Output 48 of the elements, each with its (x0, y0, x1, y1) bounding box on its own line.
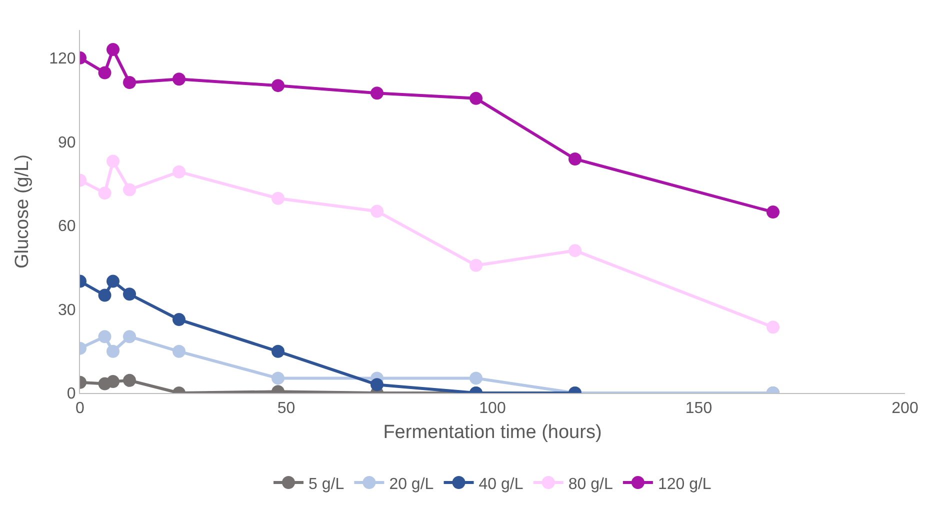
legend-label: 5 g/L (308, 476, 344, 493)
point (106, 375, 120, 388)
point (123, 183, 136, 196)
legend-label: 40 g/L (478, 476, 524, 493)
point (272, 79, 284, 92)
point (172, 313, 186, 326)
point (172, 165, 186, 178)
point (106, 43, 120, 56)
point (272, 344, 284, 358)
y-axis-title: Glucose (g/L) (12, 154, 33, 269)
x-tick-label: 50 (277, 400, 296, 418)
point (370, 86, 384, 100)
legend-label: 20 g/L (389, 476, 434, 493)
x-axis-title: Fermentation time (hours) (383, 422, 602, 443)
point (172, 72, 186, 86)
point (123, 374, 136, 387)
point (123, 76, 136, 89)
point (470, 372, 482, 385)
point (766, 206, 780, 219)
point (470, 92, 482, 105)
y-tick-label: 120 (49, 50, 76, 68)
y-tick-label: 90 (58, 134, 76, 152)
point (172, 344, 186, 358)
point (98, 186, 112, 200)
point (106, 154, 120, 168)
point (272, 192, 284, 205)
point (98, 330, 112, 344)
y-tick-label: 30 (58, 302, 76, 319)
legend-label: 120 g/L (658, 476, 712, 493)
x-tick-label: 100 (479, 400, 506, 418)
point (568, 244, 582, 258)
y-tick-label: 60 (58, 218, 76, 236)
point (123, 288, 136, 301)
point (98, 66, 112, 80)
point (106, 344, 120, 358)
point (106, 274, 120, 288)
point (98, 288, 112, 302)
x-tick-label: 150 (685, 400, 712, 418)
x-tick-label: 200 (892, 400, 918, 418)
point (272, 372, 284, 385)
point (370, 378, 384, 392)
legend-label: 80 g/L (568, 476, 613, 493)
point (766, 320, 780, 334)
point (470, 258, 482, 272)
point (123, 330, 136, 344)
point (370, 204, 384, 218)
y-tick-label: 0 (66, 386, 76, 403)
point (568, 152, 582, 166)
